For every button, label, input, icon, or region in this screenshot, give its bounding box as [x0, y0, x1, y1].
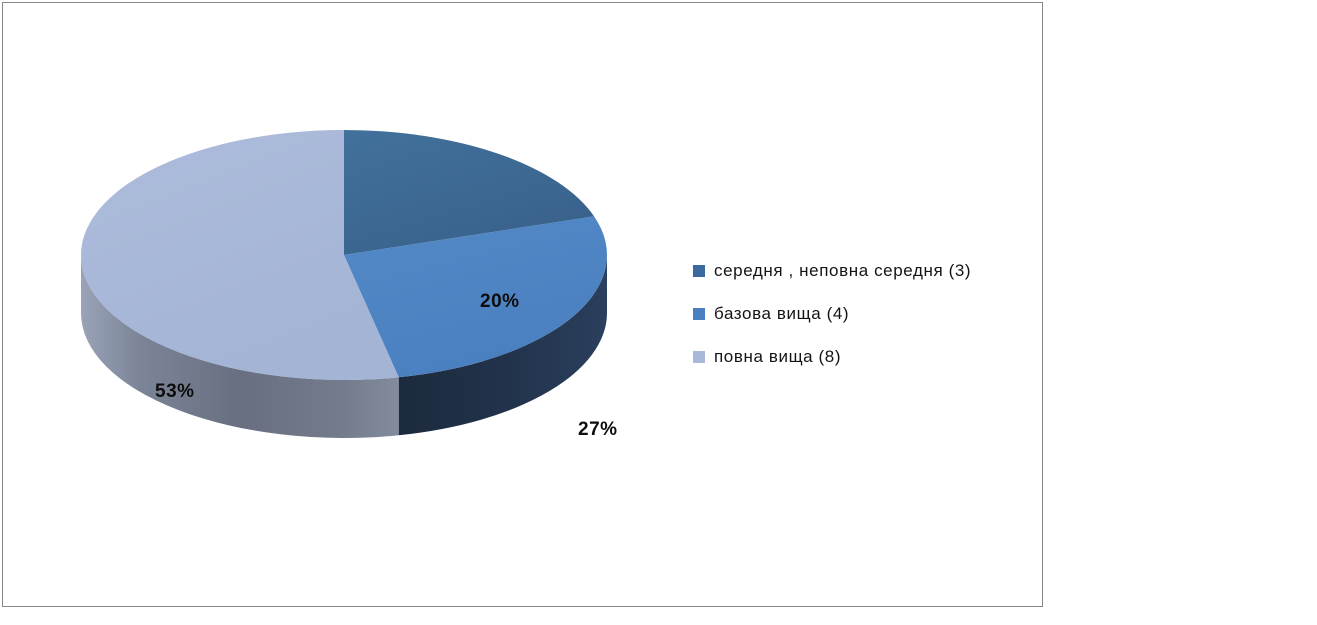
- pie-data-label-dark-blue: 20%: [480, 291, 520, 312]
- pie-chart[interactable]: 20% 27% 53%: [63, 123, 633, 483]
- pie-wall-medium-blue: [398, 255, 607, 436]
- pie-data-label-medium-blue: 27%: [578, 419, 618, 440]
- pie-slice-light-blue[interactable]: [81, 130, 399, 380]
- pie-slice-dark-blue[interactable]: [344, 130, 595, 255]
- legend-swatch-icon-2: [693, 350, 705, 363]
- legend-label-1: базова вища (4): [714, 303, 850, 323]
- chart-legend: середня , неповна середня (3) базова вищ…: [693, 249, 1043, 378]
- pie-chart-svg: [81, 130, 607, 438]
- chart-frame: 20% 27% 53% середня , неповна середня (3…: [2, 2, 1043, 607]
- pie-wall-light-blue: [81, 255, 399, 438]
- legend-swatch-icon-1: [693, 307, 705, 320]
- pie-data-label-light-blue: 53%: [155, 381, 195, 402]
- legend-item-2[interactable]: повна вища (8): [693, 335, 1043, 378]
- legend-label-2: повна вища (8): [714, 346, 842, 366]
- legend-label-0: середня , неповна середня (3): [714, 260, 972, 280]
- legend-swatch-icon-0: [693, 264, 705, 277]
- pie-slice-medium-blue[interactable]: [344, 216, 607, 378]
- legend-item-0[interactable]: середня , неповна середня (3): [693, 249, 1043, 292]
- legend-item-1[interactable]: базова вища (4): [693, 292, 1043, 335]
